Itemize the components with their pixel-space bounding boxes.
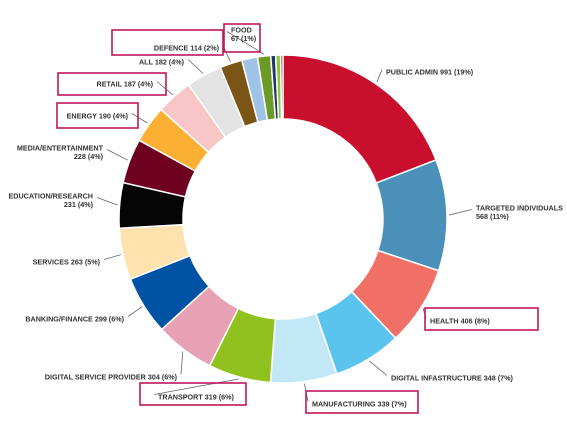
data-label-education-research: EDUCATION/RESEARCH 231 (4%) <box>8 191 93 209</box>
highlight-box <box>139 382 247 406</box>
data-label-banking-finance: BANKING/FINANCE 299 (6%) <box>25 315 124 324</box>
highlight-box <box>305 390 419 414</box>
slice-unlabeled-19 <box>279 54 284 120</box>
leader-line <box>448 209 473 216</box>
leader-line <box>376 69 383 83</box>
highlight-box <box>424 307 539 331</box>
leader-line <box>103 254 121 260</box>
leader-line <box>156 81 174 96</box>
data-label-health: HEALTH 406 (8%) <box>430 317 490 326</box>
data-label-manufacturing: MANUFACTURING 339 (7%) <box>312 400 407 409</box>
slices-group <box>118 54 448 384</box>
highlight-box <box>57 72 167 96</box>
highlight-box <box>223 23 261 53</box>
highlight-box <box>111 29 224 56</box>
data-label-targeted-individuals: TARGETED INDIVIDUALS 568 (11%) <box>476 203 563 221</box>
data-label-media-entertainment: MEDIA/ENTERTAINMENT 228 (4%) <box>17 143 104 161</box>
data-label-energy: ENERGY 190 (4%) <box>67 112 129 121</box>
data-label-retail: RETAIL 187 (4%) <box>97 80 154 89</box>
highlight-box <box>56 102 139 129</box>
leader-line <box>368 360 388 376</box>
data-label-services: SERVICES 263 (5%) <box>33 258 101 267</box>
labels-group: PUBLIC ADMIN 991 (19%) TARGETED INDIVIDUA… <box>8 23 563 414</box>
data-label-public-admin: PUBLIC ADMIN 991 (19%) <box>386 68 474 77</box>
leader-line <box>127 306 143 317</box>
leader-line <box>131 113 148 124</box>
data-label-all: ALL 182 (4%) <box>139 58 185 67</box>
leader-lines-group <box>96 31 473 402</box>
leader-line <box>96 197 118 206</box>
data-label-defence: DEFENCE 114 (2%) <box>154 44 220 53</box>
data-label-food: FOOD 67 (1%) <box>231 25 257 43</box>
data-label-transport: TRANSPORT 319 (6%) <box>158 393 234 402</box>
leader-line <box>106 149 128 161</box>
leader-line <box>226 31 265 55</box>
leader-line <box>187 59 204 74</box>
leader-line <box>180 351 184 375</box>
data-label-digital-service-provider: DIGITAL SERVICE PROVIDER 304 (6%) <box>45 373 178 382</box>
leader-line <box>153 378 239 395</box>
data-label-digital-infastructure: DIGITAL INFASTRUCTURE 348 (7%) <box>391 374 514 383</box>
